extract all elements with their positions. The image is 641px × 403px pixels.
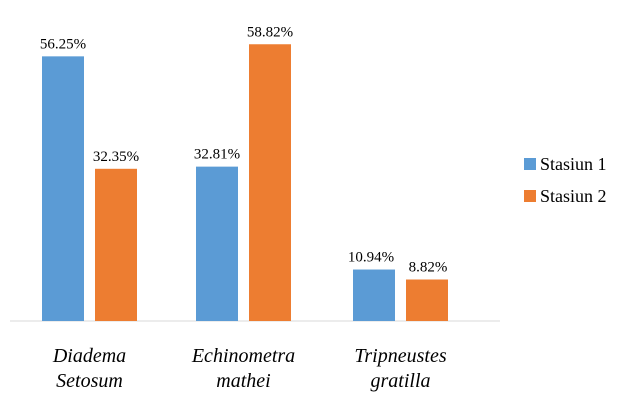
bar-2-1 bbox=[95, 168, 137, 321]
category-label: gratilla bbox=[370, 370, 430, 392]
bar-2-3 bbox=[406, 279, 448, 321]
bar-1-2 bbox=[196, 166, 238, 321]
data-labels-group: 56.25% 32.35% 32.81% 58.82% 10.94% 8.82% bbox=[40, 24, 448, 275]
category-label: mathei bbox=[216, 370, 270, 392]
category-label: Echinometra bbox=[191, 345, 295, 367]
data-label: 58.82% bbox=[247, 24, 293, 40]
data-label: 8.82% bbox=[409, 260, 448, 276]
bar-1-3 bbox=[353, 269, 395, 321]
bar-2-2 bbox=[249, 44, 291, 322]
legend-label: Stasiun 2 bbox=[540, 186, 607, 206]
bar-1-1 bbox=[42, 56, 84, 321]
data-label: 10.94% bbox=[348, 250, 394, 266]
legend-swatch-1 bbox=[524, 158, 536, 170]
data-label: 56.25% bbox=[40, 36, 86, 52]
category-label: Diadema bbox=[52, 345, 126, 367]
data-label: 32.81% bbox=[194, 147, 240, 163]
category-labels-group: Diadema Setosum Echinometra mathei Tripneust… bbox=[52, 345, 447, 392]
bars-group bbox=[42, 44, 448, 322]
legend: Stasiun 1 Stasiun 2 bbox=[524, 154, 607, 206]
category-label: Tripneustes bbox=[354, 345, 446, 367]
data-label: 32.35% bbox=[93, 149, 139, 165]
legend-label: Stasiun 1 bbox=[540, 154, 607, 174]
category-label: Setosum bbox=[56, 370, 123, 392]
legend-swatch-2 bbox=[524, 190, 536, 202]
